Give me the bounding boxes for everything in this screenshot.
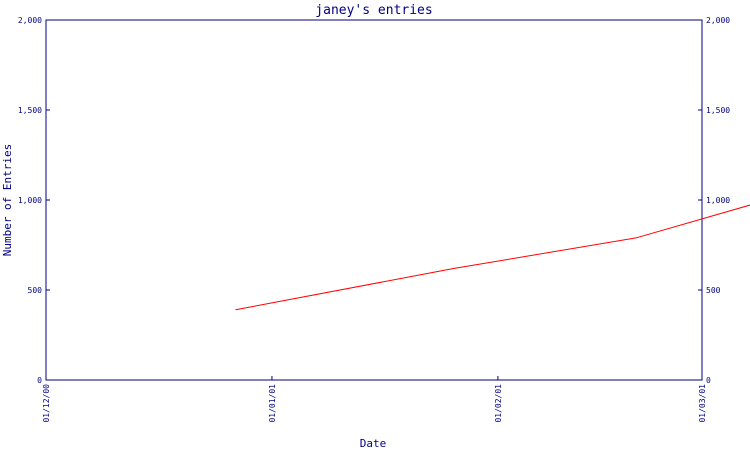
x-tick-label: 01/02/01: [494, 384, 503, 423]
series-line: [236, 175, 750, 310]
y-axis-label: Number of Entries: [1, 144, 14, 257]
y-tick-label-left: 0: [37, 376, 42, 385]
y-tick-label-left: 500: [28, 286, 43, 295]
chart-title: janey's entries: [315, 3, 432, 18]
x-axis: 01/12/00 01/01/01 01/02/01 01/03/01: [42, 376, 707, 423]
x-tick-label: 01/12/00: [42, 384, 51, 423]
plot-frame: [46, 20, 702, 380]
series-layer: [236, 175, 750, 310]
y-tick-label-left: 2,000: [18, 16, 42, 25]
x-tick-label: 01/03/01: [698, 384, 707, 423]
x-tick-label: 01/01/01: [268, 384, 277, 423]
y-axis-left: 0 500 1,000 1,500 2,000: [18, 16, 50, 385]
y-tick-label-left: 1,000: [18, 196, 42, 205]
x-axis-label: Date: [360, 437, 387, 450]
y-tick-label-right: 500: [706, 286, 721, 295]
y-tick-label-right: 1,500: [706, 106, 730, 115]
y-tick-label-left: 1,500: [18, 106, 42, 115]
y-axis-right: 0 500 1,000 1,500 2,000: [698, 16, 730, 385]
y-tick-label-right: 1,000: [706, 196, 730, 205]
y-tick-label-right: 2,000: [706, 16, 730, 25]
y-tick-label-right: 0: [706, 376, 711, 385]
